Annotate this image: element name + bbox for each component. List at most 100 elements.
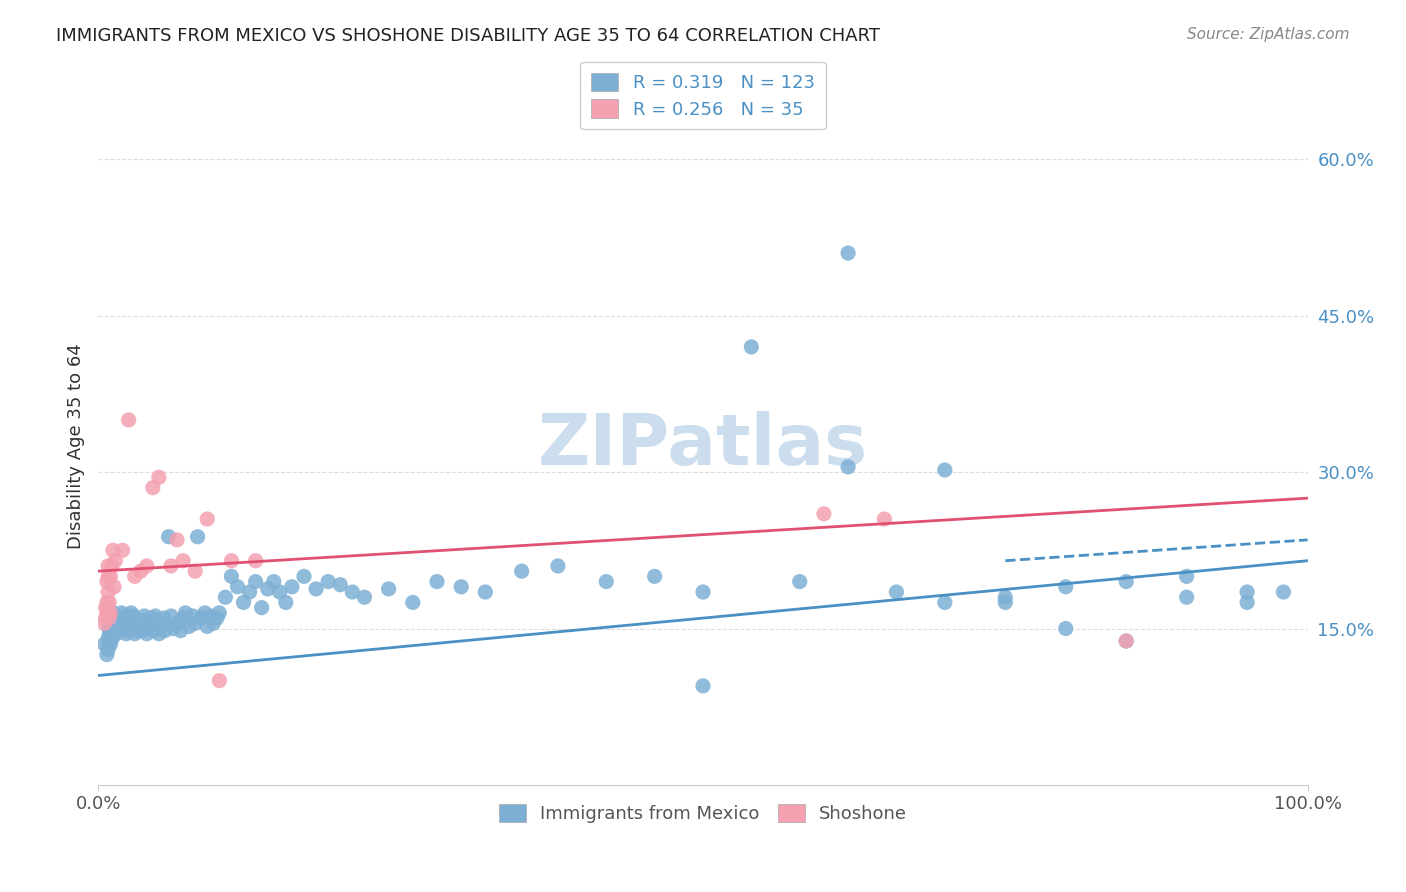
- Point: [232, 595, 254, 609]
- Point: [96, 574, 118, 589]
- Point: [101, 622, 124, 636]
- Point: [1115, 574, 1137, 589]
- Point: [316, 574, 339, 589]
- Point: [143, 609, 166, 624]
- Point: [837, 246, 859, 260]
- Point: [124, 622, 146, 636]
- Point: [135, 626, 157, 640]
- Point: [118, 413, 141, 427]
- Point: [127, 616, 149, 631]
- Y-axis label: Disability Age 35 to 64: Disability Age 35 to 64: [66, 343, 84, 549]
- Point: [105, 609, 128, 624]
- Point: [138, 616, 160, 631]
- Point: [132, 613, 155, 627]
- Point: [101, 543, 124, 558]
- Point: [169, 624, 191, 638]
- Point: [108, 613, 131, 627]
- Point: [105, 613, 128, 627]
- Point: [329, 578, 352, 592]
- Point: [148, 626, 170, 640]
- Point: [172, 554, 194, 568]
- Point: [934, 595, 956, 609]
- Point: [1054, 622, 1077, 636]
- Text: IMMIGRANTS FROM MEXICO VS SHOSHONE DISABILITY AGE 35 TO 64 CORRELATION CHART: IMMIGRANTS FROM MEXICO VS SHOSHONE DISAB…: [56, 27, 880, 45]
- Point: [1115, 634, 1137, 648]
- Point: [221, 554, 243, 568]
- Point: [104, 624, 127, 638]
- Point: [353, 591, 375, 605]
- Point: [129, 619, 152, 633]
- Point: [934, 463, 956, 477]
- Point: [595, 574, 617, 589]
- Point: [141, 611, 163, 625]
- Point: [127, 624, 149, 638]
- Point: [172, 611, 194, 625]
- Point: [994, 595, 1017, 609]
- Point: [111, 611, 134, 625]
- Point: [263, 574, 285, 589]
- Point: [256, 582, 278, 596]
- Point: [104, 554, 127, 568]
- Point: [305, 582, 328, 596]
- Point: [205, 611, 228, 625]
- Point: [1272, 585, 1295, 599]
- Point: [190, 611, 212, 625]
- Point: [145, 622, 167, 636]
- Point: [166, 616, 188, 631]
- Point: [97, 569, 120, 583]
- Point: [96, 606, 118, 620]
- Point: [100, 611, 122, 625]
- Point: [118, 611, 141, 625]
- Point: [873, 512, 896, 526]
- Point: [103, 580, 125, 594]
- Point: [121, 616, 143, 631]
- Point: [274, 595, 297, 609]
- Point: [202, 616, 225, 631]
- Point: [98, 626, 121, 640]
- Point: [1175, 569, 1198, 583]
- Point: [160, 558, 183, 573]
- Point: [107, 611, 129, 625]
- Point: [152, 611, 174, 625]
- Point: [107, 616, 129, 631]
- Point: [101, 606, 124, 620]
- Point: [269, 585, 291, 599]
- Point: [692, 585, 714, 599]
- Point: [157, 530, 180, 544]
- Point: [377, 582, 399, 596]
- Point: [547, 558, 569, 573]
- Point: [208, 606, 231, 620]
- Point: [98, 611, 121, 625]
- Point: [644, 569, 666, 583]
- Point: [886, 585, 908, 599]
- Point: [1175, 591, 1198, 605]
- Point: [111, 543, 134, 558]
- Point: [131, 624, 153, 638]
- Point: [239, 585, 262, 599]
- Point: [100, 558, 122, 573]
- Point: [100, 606, 122, 620]
- Point: [96, 595, 118, 609]
- Point: [118, 624, 141, 638]
- Point: [187, 530, 209, 544]
- Point: [120, 606, 142, 620]
- Point: [1236, 585, 1258, 599]
- Point: [148, 470, 170, 484]
- Point: [114, 609, 136, 624]
- Point: [208, 673, 231, 688]
- Point: [181, 609, 204, 624]
- Point: [1054, 580, 1077, 594]
- Point: [166, 533, 188, 547]
- Point: [100, 569, 122, 583]
- Point: [195, 512, 218, 526]
- Point: [1115, 634, 1137, 648]
- Point: [104, 619, 127, 633]
- Point: [142, 481, 165, 495]
- Point: [142, 619, 165, 633]
- Point: [101, 626, 124, 640]
- Point: [122, 609, 145, 624]
- Point: [94, 611, 117, 625]
- Point: [245, 574, 267, 589]
- Point: [97, 558, 120, 573]
- Point: [184, 564, 207, 578]
